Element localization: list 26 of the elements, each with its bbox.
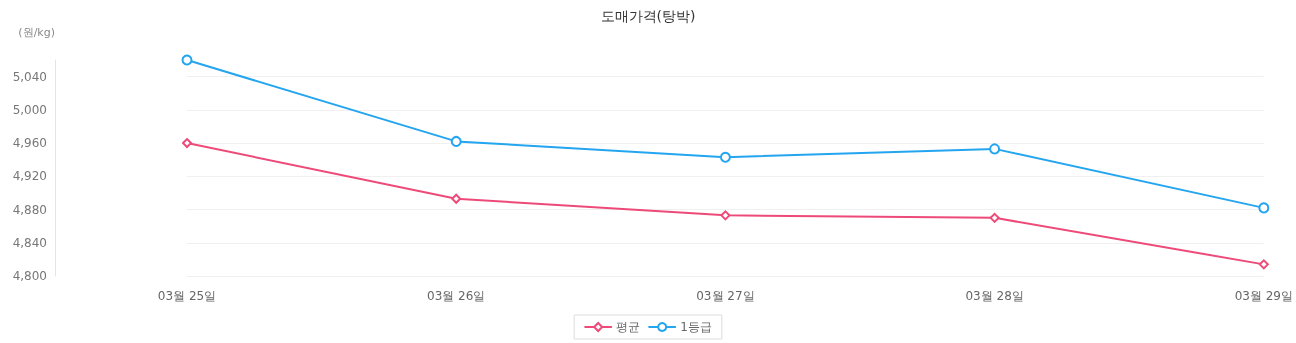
x-tick-label: 03월 28일 [965,289,1024,303]
point [989,212,1000,223]
point [181,54,193,66]
y-tick-label: 4,880 [12,202,47,217]
legend-label: 평균 [616,320,641,334]
x-tick-label: 03월 25일 [157,289,217,303]
y-tick-label: 4,960 [12,136,47,151]
x-tick-label: 03월 29일 [1234,289,1293,303]
point [450,135,462,147]
chart-title: 도매가격(탕박) [600,8,696,24]
point [989,143,1001,155]
y-axis-title: (원/kg) [18,26,55,39]
point [451,193,462,204]
point [719,151,731,163]
x-tick-label: 03월 26일 [427,289,486,303]
y-tick-label: 4,840 [12,235,47,250]
y-tick-label: 4,920 [12,169,47,184]
point [182,138,192,149]
y-tick-label: 5,000 [12,102,47,117]
legend-label: 1등급 [680,320,712,334]
point [1258,259,1269,270]
y-tick-label: 4,800 [12,269,47,283]
x-tick-label: 03월 27일 [696,289,755,303]
point [1258,202,1270,214]
y-tick-label: 5,040 [12,69,47,84]
point [720,210,731,221]
